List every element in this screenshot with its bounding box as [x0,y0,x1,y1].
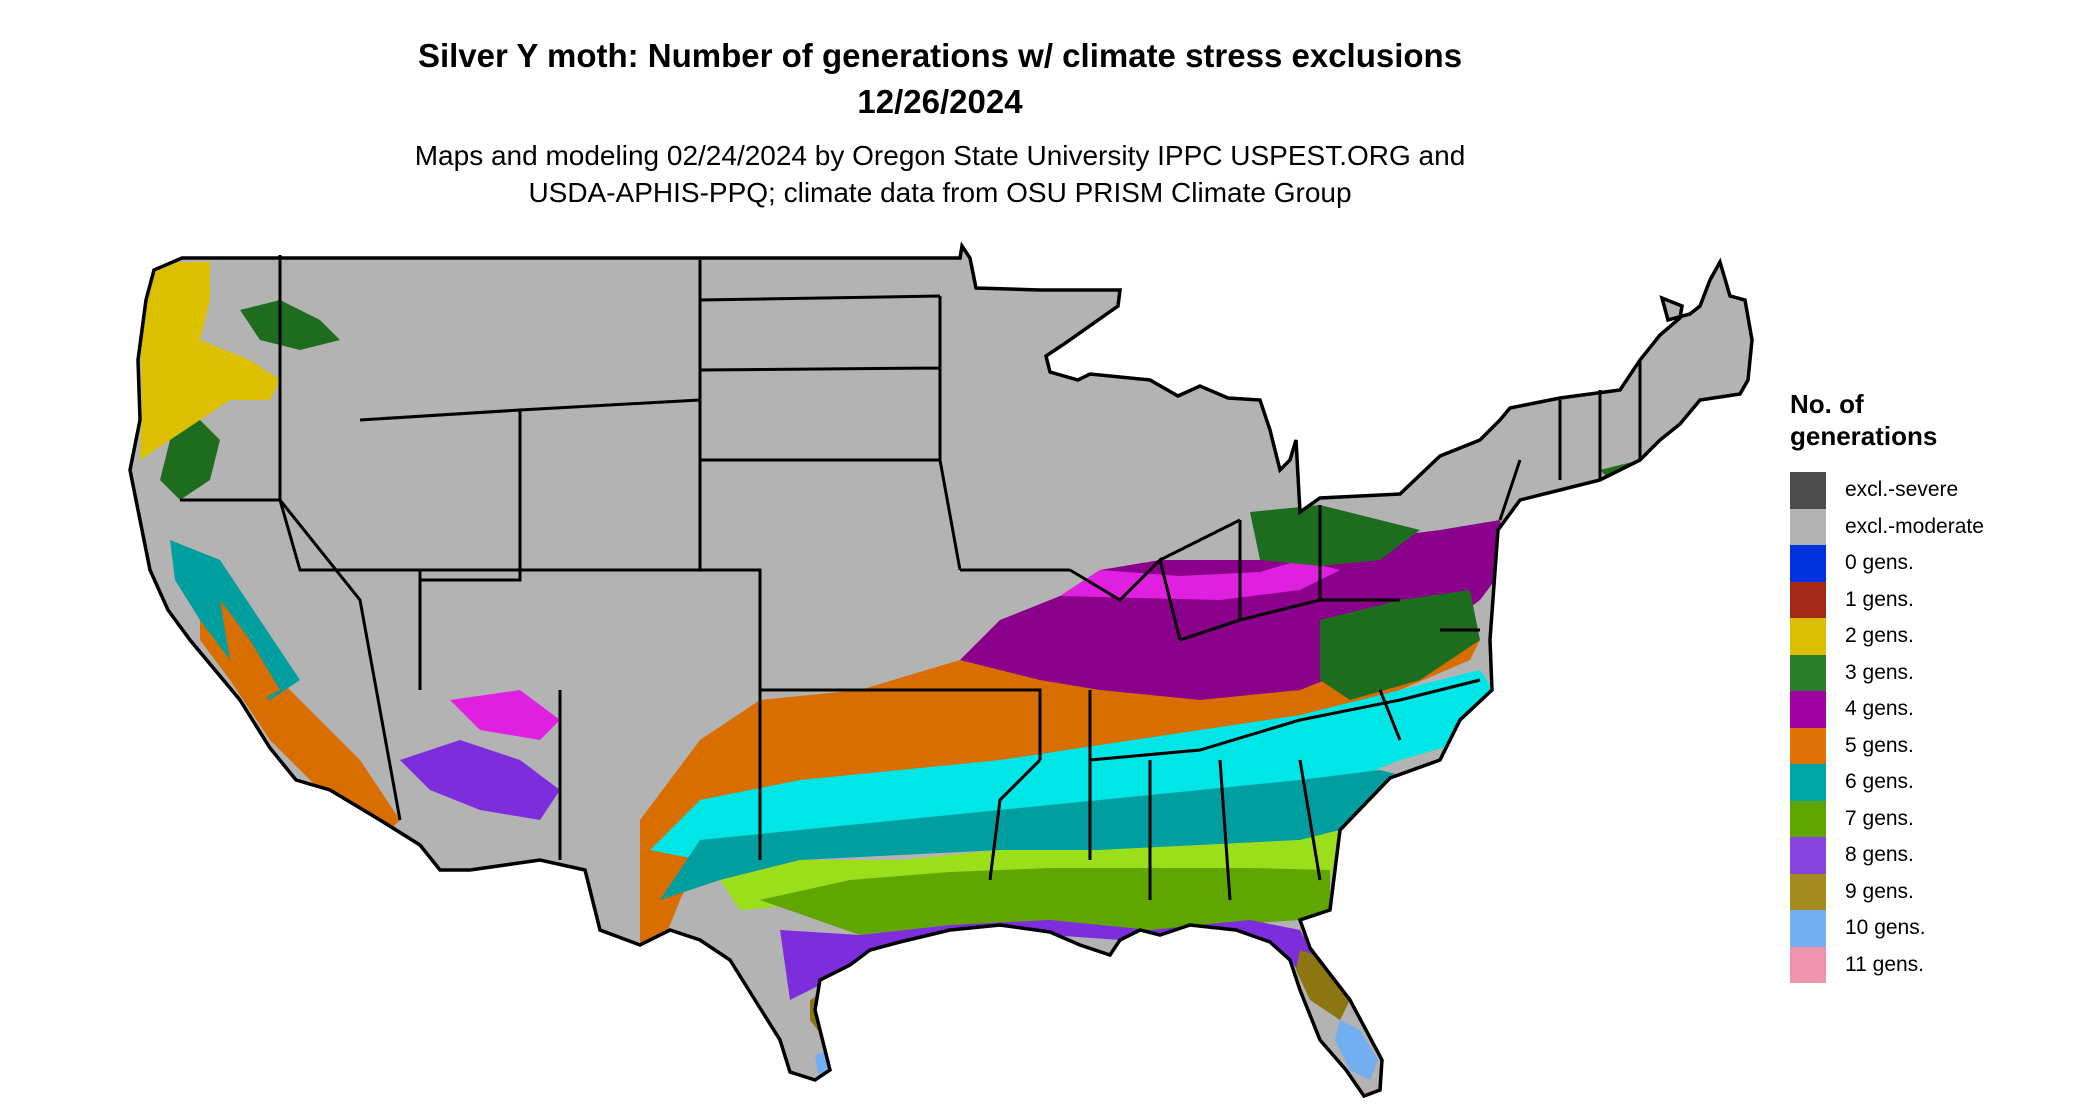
zone-4-gens-southwest [450,690,560,740]
national-border [128,241,1754,1099]
zone-2-gens-pacific-nw [140,262,280,460]
legend-item: excl.-moderate [1790,508,1990,545]
legend-item: 4 gens. [1790,691,1990,728]
legend-label: excl.-moderate [1845,514,1984,538]
map-date: 12/26/2024 [857,83,1023,120]
zone-3-gens-mid-atlantic [1320,590,1480,700]
legend-item: 1 gens. [1790,581,1990,618]
zone-3-gens-ohio-valley [1250,505,1420,566]
legend-item: 0 gens. [1790,545,1990,582]
legend-label: 9 gens. [1845,879,1914,903]
zone-5-gens-california [220,600,280,700]
legend-item: 7 gens. [1790,800,1990,837]
legend-swatch [1790,654,1826,691]
legend-item: 2 gens. [1790,618,1990,655]
legend: No. of generations excl.-severe excl.-mod… [1790,388,1990,983]
map-subtitle-line2: USDA-APHIS-PPQ; climate data from OSU PR… [528,177,1352,208]
legend-label: 5 gens. [1845,733,1914,757]
legend-swatch [1790,472,1826,509]
legend-swatch [1790,800,1826,837]
legend-label: 1 gens. [1845,587,1914,611]
legend-swatch [1790,873,1826,910]
zone-10-gens-florida [1335,1020,1378,1080]
zone-9-gens-florida [1296,950,1350,1020]
legend-swatch [1790,618,1826,655]
legend-swatch [1790,508,1826,545]
zone-3-gens-pacific-nw [160,420,220,500]
map-title: Silver Y moth: Number of generations w/ … [417,37,1463,74]
legend-title: No. of generations [1790,388,1990,452]
zone-8-gens-southwest [400,740,560,820]
legend-label: 6 gens. [1845,770,1914,794]
legend-swatch [1790,545,1826,582]
legend-title-line1: No. of [1790,389,1864,419]
zone-6-gens-edge [650,670,1500,860]
legend-label: 4 gens. [1845,697,1914,721]
legend-title-line2: generations [1790,421,1938,451]
zone-7-gens [760,868,1330,935]
legend-items: excl.-severe excl.-moderate 0 gens. 1 gens.… [1790,472,1990,983]
map-subtitle-line1: Maps and modeling 02/24/2024 by Oregon S… [414,140,1466,171]
legend-label: 2 gens. [1845,624,1914,648]
legend-item: 9 gens. [1790,873,1990,910]
legend-item: 11 gens. [1790,946,1990,983]
legend-item: 5 gens. [1790,727,1990,764]
legend-item: 3 gens. [1790,654,1990,691]
legend-label: 10 gens. [1845,916,1926,940]
legend-item: 10 gens. [1790,910,1990,947]
legend-swatch [1790,946,1826,983]
legend-item: 6 gens. [1790,764,1990,801]
legend-item: 8 gens. [1790,837,1990,874]
legend-label: 8 gens. [1845,843,1914,867]
legend-swatch [1790,691,1826,728]
state-borders [180,255,1642,901]
legend-swatch [1790,581,1826,618]
legend-swatch [1790,837,1826,874]
legend-label: 11 gens. [1845,952,1925,976]
legend-label: 3 gens. [1845,660,1914,684]
legend-label: 0 gens. [1845,551,1914,575]
legend-label: excl.-severe [1845,478,1959,502]
legend-label: 7 gens. [1845,806,1914,830]
legend-swatch [1790,910,1826,947]
legend-swatch [1790,764,1826,801]
legend-item: excl.-severe [1790,472,1990,509]
generation-zones [140,262,1660,1096]
zone-6-gens [660,770,1420,900]
legend-swatch [1790,727,1826,764]
zone-3-gens-washington [240,300,340,350]
